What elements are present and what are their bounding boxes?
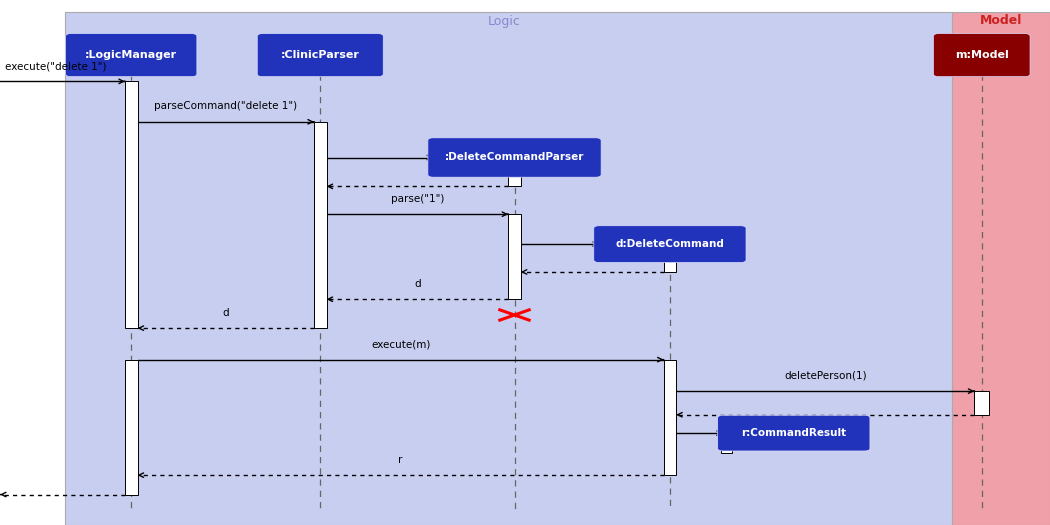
Bar — [65, 12, 952, 525]
Bar — [952, 12, 1050, 525]
Text: parseCommand("delete 1"): parseCommand("delete 1") — [154, 101, 297, 111]
FancyBboxPatch shape — [65, 34, 197, 77]
Text: :ClinicParser: :ClinicParser — [280, 50, 360, 60]
Bar — [508, 158, 521, 186]
Text: execute("delete 1"): execute("delete 1") — [5, 62, 107, 72]
Text: m:Model: m:Model — [954, 50, 1009, 60]
Text: Logic: Logic — [487, 15, 521, 27]
Text: d: d — [223, 308, 229, 318]
FancyBboxPatch shape — [718, 415, 869, 451]
Text: parse("1"): parse("1") — [391, 194, 444, 204]
Bar — [125, 81, 138, 328]
Text: :LogicManager: :LogicManager — [85, 50, 177, 60]
Bar — [125, 360, 138, 495]
FancyBboxPatch shape — [594, 226, 746, 262]
Bar — [664, 244, 676, 272]
Text: r: r — [398, 455, 403, 465]
Bar — [314, 122, 327, 328]
Text: d:DeleteCommand: d:DeleteCommand — [615, 239, 724, 249]
Text: :DeleteCommandParser: :DeleteCommandParser — [445, 152, 584, 163]
Text: Model: Model — [980, 15, 1022, 27]
Bar — [721, 433, 732, 453]
FancyBboxPatch shape — [428, 138, 601, 177]
Bar — [508, 214, 521, 299]
Text: deletePerson(1): deletePerson(1) — [784, 371, 866, 381]
Text: d: d — [414, 279, 421, 289]
Bar — [974, 391, 989, 415]
Bar — [664, 360, 676, 475]
FancyBboxPatch shape — [933, 34, 1030, 77]
FancyBboxPatch shape — [257, 34, 383, 77]
Text: r:CommandResult: r:CommandResult — [741, 428, 846, 438]
Text: execute(m): execute(m) — [371, 339, 430, 349]
